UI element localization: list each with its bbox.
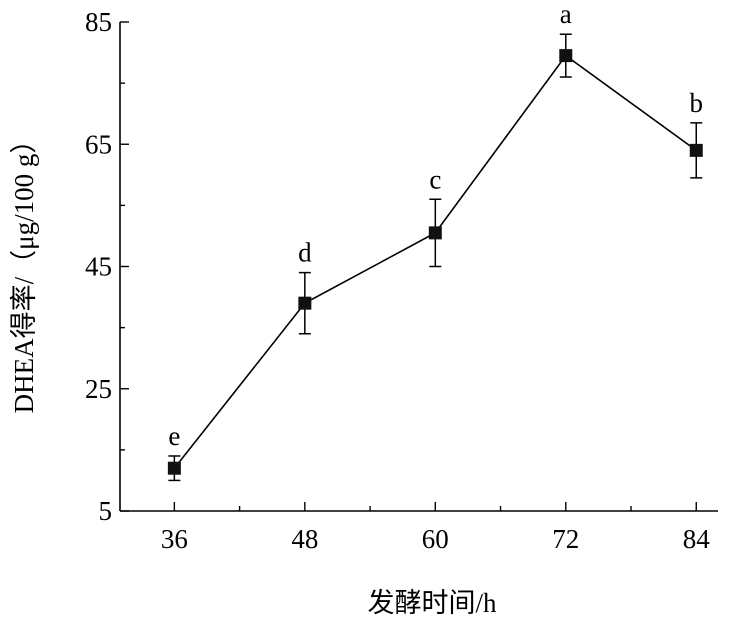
significance-label: d [298,238,312,268]
data-point [559,49,573,63]
significance-label: b [690,88,704,118]
significance-label: e [168,421,180,451]
x-tick-label: 60 [422,524,449,554]
significance-label: a [560,0,572,29]
x-tick-label: 48 [291,524,318,554]
y-tick-label: 65 [85,129,112,159]
significance-label: c [429,164,441,194]
data-point [298,296,312,310]
y-axis-title: DHEA得率/（μg/100 g） [9,127,39,414]
x-tick-label: 36 [161,524,188,554]
y-tick-label: 85 [85,7,112,37]
x-tick-label: 84 [683,524,711,554]
y-tick-label: 5 [99,496,113,526]
series-group: e d c a b [167,0,704,482]
x-axis-title: 发酵时间/h [367,588,497,618]
y-tick-label: 45 [85,252,112,282]
data-point [689,143,703,157]
axes: 5 25 45 65 85 36 48 60 72 84 [85,7,718,554]
y-tick-label: 25 [85,374,112,404]
x-tick-label: 72 [552,524,579,554]
data-point [428,226,442,240]
data-point [167,461,181,475]
